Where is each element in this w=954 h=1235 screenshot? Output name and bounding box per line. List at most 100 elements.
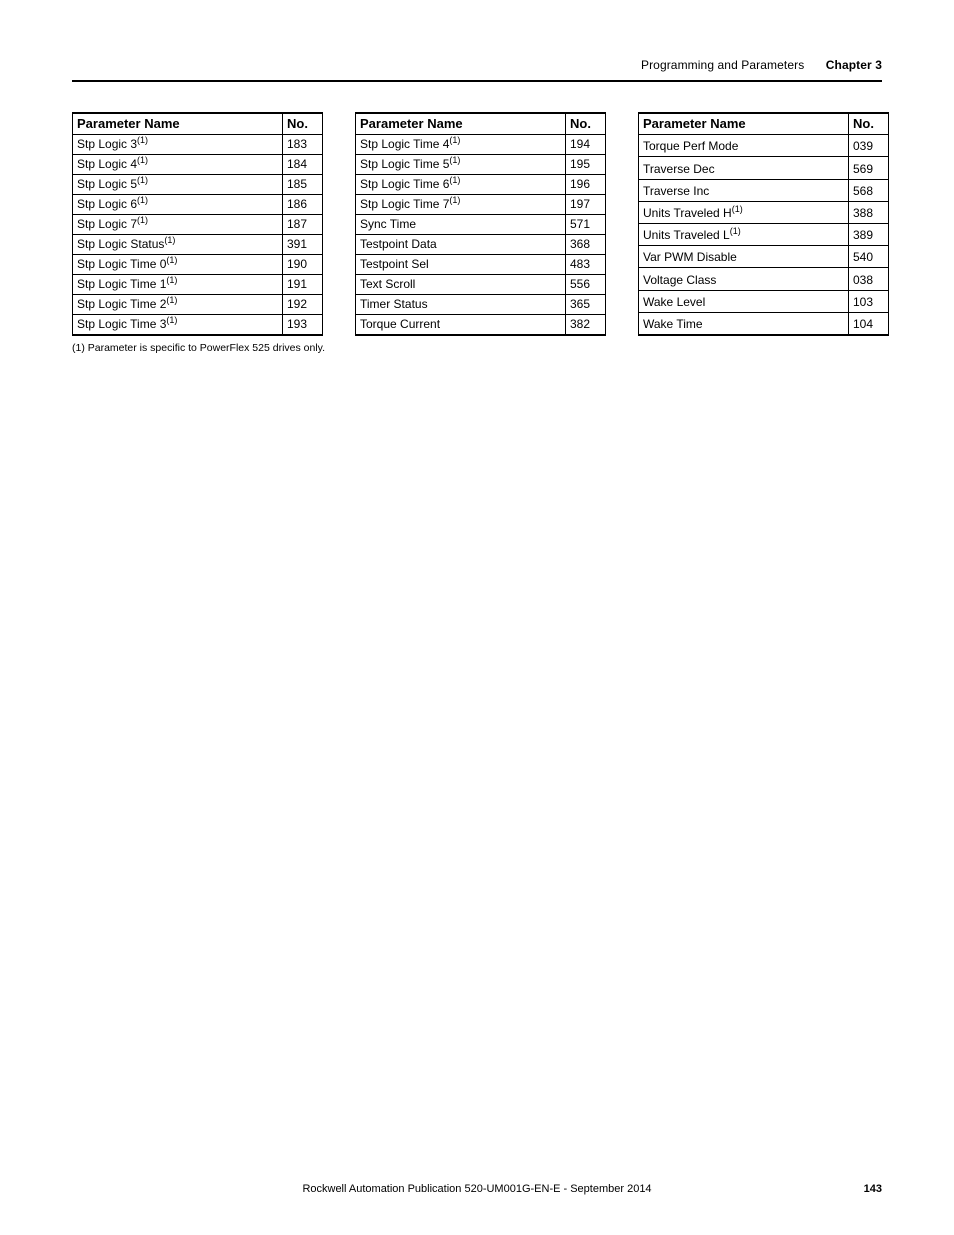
footnote-ref: (1) bbox=[137, 155, 148, 165]
footer-text: Rockwell Automation Publication 520-UM00… bbox=[302, 1183, 651, 1195]
param-name-cell: Stp Logic 4(1) bbox=[73, 155, 283, 175]
param-no-cell: 382 bbox=[566, 315, 606, 336]
param-no-cell: 197 bbox=[566, 195, 606, 215]
param-no-cell: 568 bbox=[849, 179, 889, 201]
param-name-cell: Torque Perf Mode bbox=[639, 135, 849, 157]
param-no-cell: 389 bbox=[849, 224, 889, 246]
table-row: Stp Logic 4(1)184 bbox=[73, 155, 323, 175]
param-name-cell: Voltage Class bbox=[639, 268, 849, 290]
param-no-cell: 038 bbox=[849, 268, 889, 290]
param-no-cell: 184 bbox=[283, 155, 323, 175]
param-no-cell: 103 bbox=[849, 290, 889, 312]
param-name-cell: Stp Logic 6(1) bbox=[73, 195, 283, 215]
table-row: Traverse Dec569 bbox=[639, 157, 889, 179]
param-no-cell: 569 bbox=[849, 157, 889, 179]
table-row: Stp Logic Time 1(1)191 bbox=[73, 275, 323, 295]
table-row: Wake Level103 bbox=[639, 290, 889, 312]
param-name-cell: Stp Logic Time 7(1) bbox=[356, 195, 566, 215]
table-row: Wake Time104 bbox=[639, 312, 889, 335]
footnote-ref: (1) bbox=[449, 195, 460, 205]
param-no-cell: 571 bbox=[566, 215, 606, 235]
param-name-cell: Stp Logic Time 4(1) bbox=[356, 135, 566, 155]
table-row: Stp Logic Time 4(1)194 bbox=[356, 135, 606, 155]
param-name-cell: Stp Logic Time 3(1) bbox=[73, 315, 283, 336]
param-no-cell: 365 bbox=[566, 295, 606, 315]
param-name-cell: Units Traveled H(1) bbox=[639, 201, 849, 223]
param-name-cell: Stp Logic Time 6(1) bbox=[356, 175, 566, 195]
footnote-ref: (1) bbox=[166, 255, 177, 265]
param-no-cell: 187 bbox=[283, 215, 323, 235]
col-header-no: No. bbox=[849, 113, 889, 135]
param-no-cell: 195 bbox=[566, 155, 606, 175]
header-section: Programming and Parameters bbox=[641, 58, 804, 72]
param-name-cell: Testpoint Data bbox=[356, 235, 566, 255]
col-header-name: Parameter Name bbox=[73, 113, 283, 135]
param-no-cell: 556 bbox=[566, 275, 606, 295]
param-no-cell: 194 bbox=[566, 135, 606, 155]
param-no-cell: 191 bbox=[283, 275, 323, 295]
param-name-cell: Traverse Inc bbox=[639, 179, 849, 201]
table-row: Text Scroll556 bbox=[356, 275, 606, 295]
param-name-cell: Stp Logic Time 0(1) bbox=[73, 255, 283, 275]
param-name-cell: Stp Logic Status(1) bbox=[73, 235, 283, 255]
footnote-ref: (1) bbox=[732, 204, 743, 214]
parameter-table-1: Parameter NameNo.Stp Logic Time 4(1)194S… bbox=[355, 112, 606, 336]
param-name-cell: Sync Time bbox=[356, 215, 566, 235]
page-footer: Rockwell Automation Publication 520-UM00… bbox=[72, 1183, 882, 1195]
footnote-ref: (1) bbox=[137, 175, 148, 185]
param-name-cell: Text Scroll bbox=[356, 275, 566, 295]
param-no-cell: 391 bbox=[283, 235, 323, 255]
table-row: Torque Current382 bbox=[356, 315, 606, 336]
param-no-cell: 190 bbox=[283, 255, 323, 275]
param-no-cell: 185 bbox=[283, 175, 323, 195]
footnote-ref: (1) bbox=[449, 135, 460, 145]
col-header-name: Parameter Name bbox=[356, 113, 566, 135]
table-row: Timer Status365 bbox=[356, 295, 606, 315]
footnote-ref: (1) bbox=[449, 155, 460, 165]
table-row: Stp Logic 7(1)187 bbox=[73, 215, 323, 235]
param-no-cell: 193 bbox=[283, 315, 323, 336]
param-name-cell: Units Traveled L(1) bbox=[639, 224, 849, 246]
footnote-ref: (1) bbox=[137, 195, 148, 205]
parameter-table-2: Parameter NameNo.Torque Perf Mode039Trav… bbox=[638, 112, 889, 336]
param-name-cell: Torque Current bbox=[356, 315, 566, 336]
table-row: Traverse Inc568 bbox=[639, 179, 889, 201]
param-no-cell: 104 bbox=[849, 312, 889, 335]
param-name-cell: Traverse Dec bbox=[639, 157, 849, 179]
param-name-cell: Stp Logic 7(1) bbox=[73, 215, 283, 235]
footnote-ref: (1) bbox=[164, 235, 175, 245]
table-row: Stp Logic Time 5(1)195 bbox=[356, 155, 606, 175]
table-row: Testpoint Sel483 bbox=[356, 255, 606, 275]
table-row: Stp Logic Time 6(1)196 bbox=[356, 175, 606, 195]
param-name-cell: Wake Time bbox=[639, 312, 849, 335]
param-name-cell: Stp Logic Time 1(1) bbox=[73, 275, 283, 295]
param-no-cell: 183 bbox=[283, 135, 323, 155]
table-row: Testpoint Data368 bbox=[356, 235, 606, 255]
table-row: Voltage Class038 bbox=[639, 268, 889, 290]
footnote: (1) Parameter is specific to PowerFlex 5… bbox=[72, 342, 325, 354]
footnote-ref: (1) bbox=[166, 275, 177, 285]
parameter-tables: Parameter NameNo.Stp Logic 3(1)183Stp Lo… bbox=[72, 112, 882, 336]
header-rule bbox=[72, 80, 882, 82]
footnote-ref: (1) bbox=[137, 215, 148, 225]
param-no-cell: 192 bbox=[283, 295, 323, 315]
param-no-cell: 388 bbox=[849, 201, 889, 223]
param-name-cell: Stp Logic 3(1) bbox=[73, 135, 283, 155]
table-row: Stp Logic Time 0(1)190 bbox=[73, 255, 323, 275]
table-row: Stp Logic 6(1)186 bbox=[73, 195, 323, 215]
col-header-no: No. bbox=[283, 113, 323, 135]
running-header: Programming and Parameters Chapter 3 bbox=[641, 58, 882, 72]
table-row: Torque Perf Mode039 bbox=[639, 135, 889, 157]
page-number: 143 bbox=[864, 1183, 882, 1195]
param-no-cell: 186 bbox=[283, 195, 323, 215]
footnote-ref: (1) bbox=[730, 226, 741, 236]
col-header-no: No. bbox=[566, 113, 606, 135]
table-row: Stp Logic 5(1)185 bbox=[73, 175, 323, 195]
table-row: Stp Logic Status(1)391 bbox=[73, 235, 323, 255]
table-row: Units Traveled L(1)389 bbox=[639, 224, 889, 246]
footnote-ref: (1) bbox=[137, 135, 148, 145]
param-no-cell: 196 bbox=[566, 175, 606, 195]
param-name-cell: Timer Status bbox=[356, 295, 566, 315]
param-name-cell: Var PWM Disable bbox=[639, 246, 849, 268]
footnote-ref: (1) bbox=[449, 175, 460, 185]
